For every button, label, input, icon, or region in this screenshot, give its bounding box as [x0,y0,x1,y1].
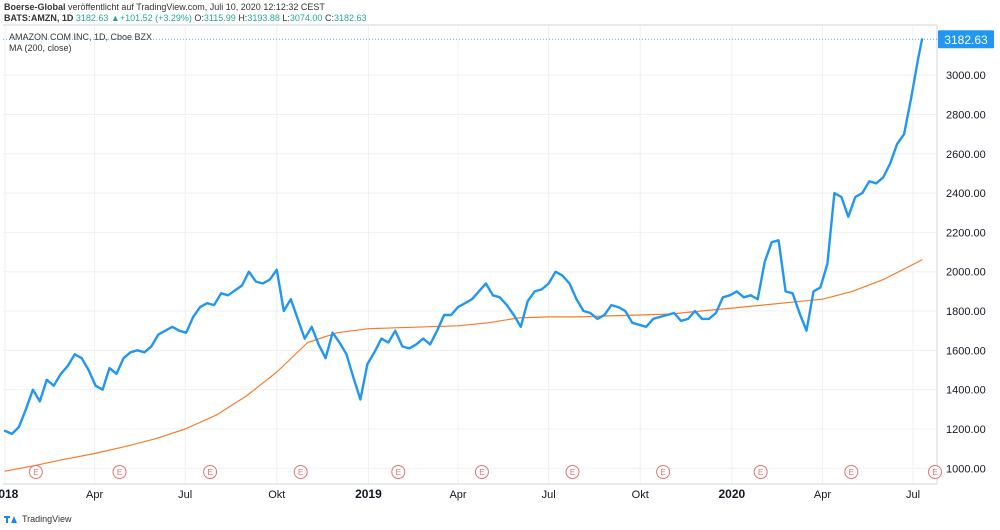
publish-info: Boerse-Global veröffentlicht auf Trading… [4,2,325,12]
x-tick-label: Apr [449,489,466,501]
earnings-label: E [758,468,763,477]
symbol-label[interactable]: BATS:AMZN, 1D [4,13,74,23]
earnings-label: E [660,468,665,477]
x-tick-label: 2020 [718,487,745,501]
x-tick-label: Jul [906,489,920,501]
x-tick-label: 2018 [0,487,19,501]
y-tick-label: 2600.00 [946,149,986,161]
earnings-circle [112,465,127,479]
earnings-marker: E [28,465,43,479]
up-arrow-icon: ▲ [110,13,120,23]
brand-name: TradingView [22,514,72,524]
y-tick-label: 2200.00 [946,227,986,239]
earnings-circle [844,465,859,479]
earnings-marker: E [112,465,127,479]
price-axis[interactable]: 1000.00 1200.00 1400.00 1600.00 1800.00 2000.… [946,70,986,475]
earnings-circle [474,465,489,479]
earnings-circle [293,465,308,479]
earnings-marker: E [293,465,308,479]
last-price-tag [938,30,994,49]
close-label: C: [324,13,334,23]
price-line [3,38,924,436]
y-tick-label: 1800.00 [946,306,986,318]
tradingview-brand[interactable]: TradingView [4,514,72,524]
earnings-label: E [570,468,575,477]
earnings-label: E [207,468,212,477]
x-tick-label: Okt [632,489,649,501]
ma-line [4,259,923,472]
chart-title: AMAZON COM INC, 1D, Cboe BZX [9,32,152,42]
earnings-label: E [396,468,401,477]
time-axis[interactable]: 2018 Apr Jul Okt 2019 Apr Jul Okt 2020 Apr Jul [0,487,920,501]
symbol-info: BATS:AMZN, 1D 3182.63 ▲+101.52 (+3.29%) … [4,13,367,23]
earnings-label: E [298,468,303,477]
earnings-marker: E [565,465,580,479]
earnings-circle [656,465,671,479]
price-change: +101.52 (+3.29%) [119,13,192,23]
low-label: L: [282,13,290,23]
indicator-label[interactable]: MA (200, close) [9,43,72,53]
open-value: 3115.99 [203,13,236,23]
earnings-label: E [117,468,122,477]
earnings-circle [928,465,942,479]
chart-grid [3,25,937,484]
earnings-marker: E [203,465,218,479]
earnings-marker: E [928,465,942,479]
x-tick-label: Jul [178,489,192,501]
earnings-circle [391,465,406,479]
y-tick-label: 2000.00 [946,267,986,279]
x-tick-label: Apr [86,489,103,501]
earnings-label: E [33,468,38,477]
y-tick-label: 1000.00 [946,463,986,475]
earnings-label: E [479,468,484,477]
series-layer [3,38,924,472]
close-value: 3182.63 [333,13,367,23]
y-tick-label: 2800.00 [946,109,986,121]
earnings-marker: E [474,465,489,479]
low-value: 3074.00 [289,13,323,23]
last-price-tag-text: 3182.63 [944,33,988,47]
y-tick-label: 3000.00 [946,70,986,82]
x-tick-label: Apr [814,489,831,501]
earnings-marker: E [844,465,859,479]
x-tick-label: Okt [268,489,285,501]
x-tick-label: 2019 [355,487,382,501]
x-tick-label: Jul [542,489,556,501]
earnings-circle [565,465,580,479]
high-label: H: [238,13,248,23]
earnings-circle [753,465,768,479]
y-tick-label: 2400.00 [946,188,986,200]
tradingview-logo-icon [4,515,18,524]
published-text: veröffentlicht auf TradingView.com, Juli… [68,2,325,12]
earnings-marker: E [753,465,768,479]
earnings-marker: E [656,465,671,479]
earnings-label: E [932,468,937,477]
open-label: O: [194,13,204,23]
y-tick-label: 1400.00 [946,385,986,397]
earnings-marker: E [391,465,406,479]
earnings-circle [28,465,43,479]
last-price-marker: 3182.63 [3,30,994,49]
y-tick-label: 1600.00 [946,345,986,357]
publisher-name[interactable]: Boerse-Global [4,2,66,12]
earnings-circle [203,465,218,479]
y-tick-label: 1200.00 [946,424,986,436]
earnings-label: E [849,468,854,477]
high-value: 3193.88 [247,13,280,23]
last-price: 3182.63 [75,13,109,23]
